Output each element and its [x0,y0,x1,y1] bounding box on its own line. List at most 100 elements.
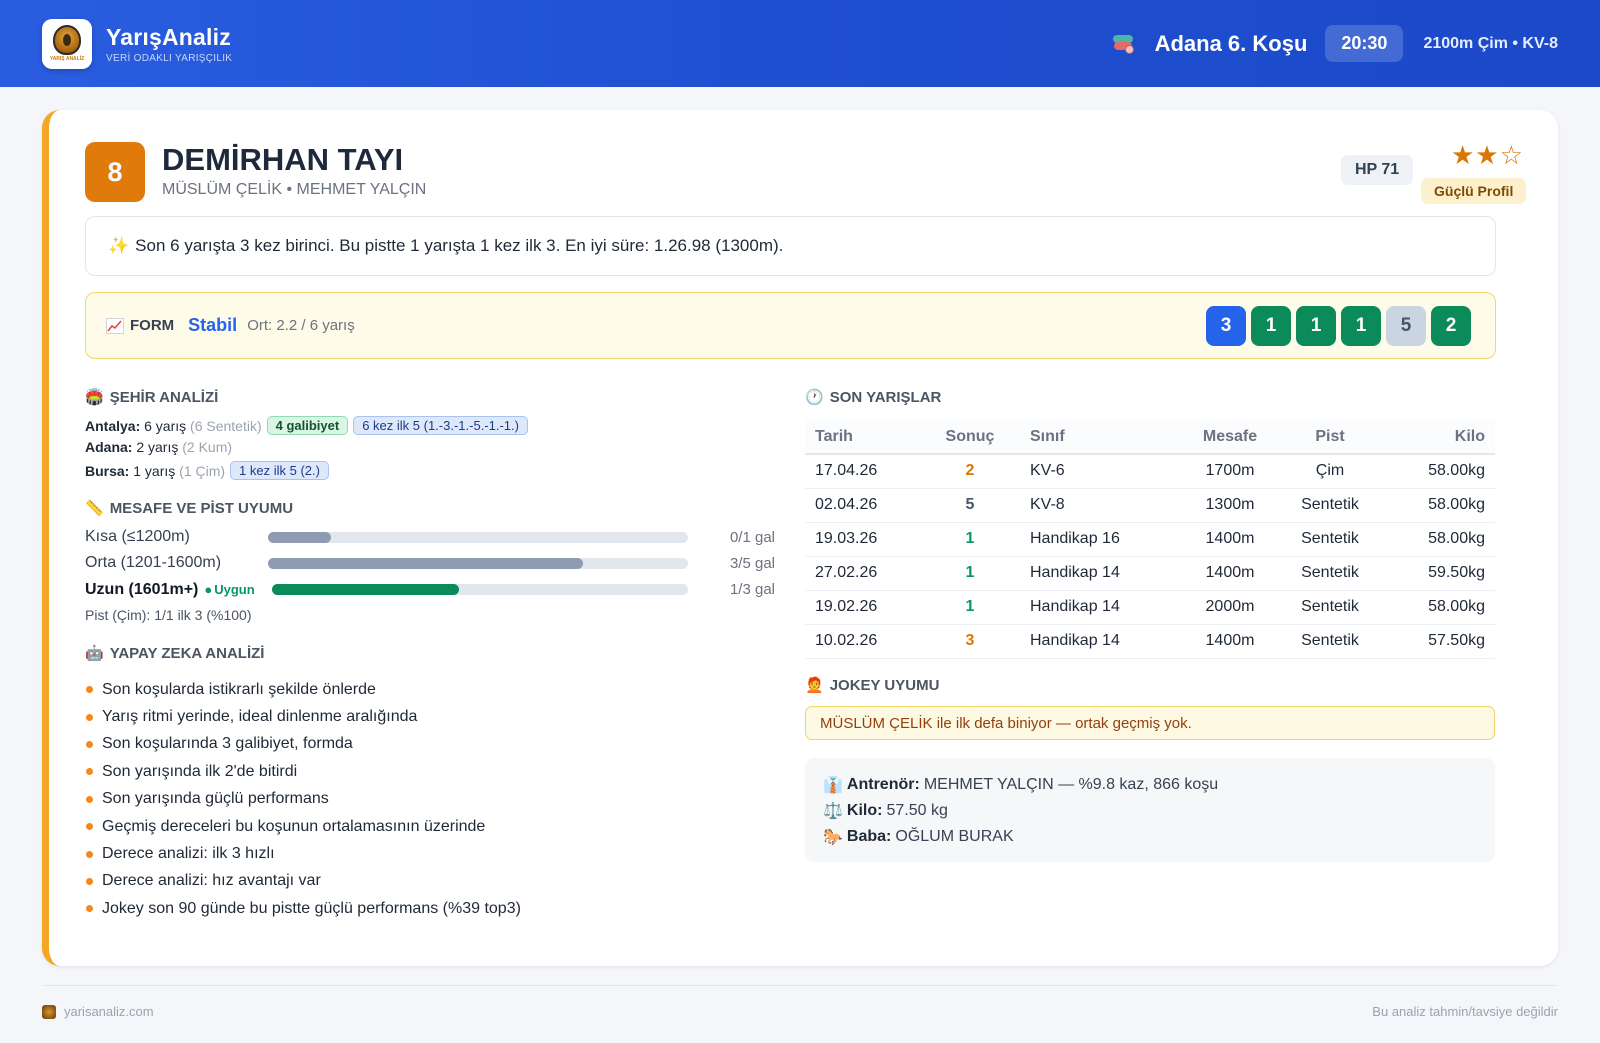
table-row[interactable]: 02.04.26 5 KV-8 1300m Sentetik 58.00kg [805,488,1495,523]
form-status: Stabil [188,315,238,335]
recent-races-table: Tarih Sonuç Sınıf Mesafe Pist Kilo 17.04… [805,420,1495,659]
profile-badge: Güçlü Profil [1421,178,1527,204]
table-cell-result: 1 [930,590,1010,625]
race-title: Adana 6. Koşu [1154,30,1308,56]
column-header[interactable]: Sonuç [930,420,1010,455]
footer-site: yarisanaliz.com [42,1004,154,1019]
table-cell-result: 2 [930,454,1010,489]
distance-bar-long [272,584,688,595]
form-chip: 2 [1431,305,1471,346]
horse-name: DEMİRHAN TAYI [162,142,404,177]
column-header[interactable]: Kilo [1380,420,1495,455]
table-cell-track: Sentetik [1280,590,1380,625]
site-link[interactable]: yarisanaliz.com [64,1004,154,1019]
distance-bar-medium [268,558,688,569]
brand-name[interactable]: YarışAnaliz [106,23,231,50]
form-chip: 1 [1296,305,1336,346]
table-row[interactable]: 27.02.26 1 Handikap 14 1400m Sentetik 59.50kg [805,556,1495,591]
brand: YarışAnaliz VERİ ODAKLI YARIŞÇILIK [106,24,232,64]
table-cell-track: Sentetik [1280,488,1380,523]
tie-icon: 👔 [823,777,843,794]
racing-silks-icon [1112,33,1135,55]
city-row-bursa: Bursa: 1 yarış (1 Çim) 1 kez ilk 5 (2.) [85,461,329,480]
table-cell-weight: 57.50kg [1380,624,1495,659]
form-average: Ort: 2.2 / 6 yarış [247,317,355,334]
race-meta: 2100m Çim • KV-8 [1423,34,1558,52]
summary-text: Son 6 yarışta 3 kez birinci. Bu pistte 1… [135,236,784,255]
races-section-title: 🕐 SON YARIŞLAR [805,388,942,407]
footer-divider [42,985,1558,986]
race-time-badge: 20:30 [1325,25,1404,62]
table-cell-date: 10.02.26 [805,624,930,659]
column-header[interactable]: Tarih [805,420,930,455]
form-label: FORM [130,317,175,334]
table-cell-class: KV-8 [1010,488,1180,523]
column-header[interactable]: Pist [1280,420,1380,455]
ai-insight-item: Son koşularda istikrarlı şekilde önlerde [85,676,521,703]
table-cell-track: Sentetik [1280,522,1380,557]
table-header-row: Tarih Sonuç Sınıf Mesafe Pist Kilo [805,420,1495,455]
table-cell-weight: 58.00kg [1380,488,1495,523]
ai-insight-item: Jokey son 90 günde bu pistte güçlü perfo… [85,895,521,922]
logo-text: YARIŞ ANALİZ [49,56,85,62]
jockey-icon: 🧑‍🦰 [805,677,824,694]
sire-line: 🐎 Baba: OĞLUM BURAK [823,828,1014,846]
table-cell-distance: 1300m [1180,488,1280,523]
horse-card: 8 DEMİRHAN TAYI MÜSLÜM ÇELİK • MEHMET YA… [42,110,1558,966]
ai-insight-item: Yarış ritmi yerinde, ideal dinlenme aral… [85,703,521,730]
table-row[interactable]: 17.04.26 2 KV-6 1700m Çim 58.00kg [805,454,1495,489]
robot-icon: 🤖 [85,645,104,662]
distance-label-medium: Orta (1201-1600m) [85,554,222,571]
chart-up-icon [106,317,124,334]
table-row[interactable]: 10.02.26 3 Handikap 14 1400m Sentetik 57.50kg [805,624,1495,659]
column-header[interactable]: Mesafe [1180,420,1280,455]
top5-tag: 6 kez ilk 5 (1.-3.-1.-5.-1.-1.) [353,416,528,435]
table-cell-date: 19.03.26 [805,522,930,557]
table-cell-distance: 1700m [1180,454,1280,489]
table-cell-class: Handikap 16 [1010,522,1180,557]
table-cell-weight: 58.00kg [1380,590,1495,625]
bar-fill [268,558,583,569]
table-cell-class: Handikap 14 [1010,590,1180,625]
city-row-adana: Adana: 2 yarış (2 Kum) [85,439,233,455]
brand-logo[interactable]: YARIŞ ANALİZ [42,18,92,69]
win-tag: 4 galibiyet [266,416,349,435]
suitable-badge: Uygun [204,582,254,597]
table-cell-class: Handikap 14 [1010,624,1180,659]
distance-value-short: 0/1 gal [729,529,775,546]
jockey-note: MÜSLÜM ÇELİK ile ilk defa biniyor — orta… [805,706,1495,740]
details-box: 👔 Antrenör: MEHMET YALÇIN — %9.8 kaz, 866 … [805,758,1495,862]
ruler-icon: 📏 [85,500,104,517]
ai-insight-item: Son koşularında 3 galibiyet, formda [85,731,521,758]
table-cell-track: Çim [1280,454,1380,489]
table-row[interactable]: 19.02.26 1 Handikap 14 2000m Sentetik 58.00kg [805,590,1495,625]
table-cell-class: Handikap 14 [1010,556,1180,591]
ai-insight-item: Geçmiş dereceleri bu koşunun ortalamasın… [85,813,521,840]
track-note: Pist (Çim): 1/1 ilk 3 (%100) [85,607,252,623]
distance-value-medium: 3/5 gal [729,555,775,572]
brand-tagline: VERİ ODAKLI YARIŞÇILIK [106,52,233,64]
distance-value-long: 1/3 gal [729,581,775,598]
table-cell-track: Sentetik [1280,556,1380,591]
city-row-antalya: Antalya: 6 yarış (6 Sentetik) 4 galibiye… [85,416,528,435]
top5-tag: 1 kez ilk 5 (2.) [230,461,329,480]
rating-stars: ★★☆ [1451,140,1524,170]
column-header[interactable]: Sınıf [1010,420,1180,455]
table-cell-distance: 2000m [1180,590,1280,625]
table-cell-result: 1 [930,522,1010,557]
table-row[interactable]: 19.03.26 1 Handikap 16 1400m Sentetik 58.00kg [805,522,1495,557]
form-chip: 1 [1341,305,1381,346]
table-cell-result: 1 [930,556,1010,591]
table-cell-weight: 59.50kg [1380,556,1495,591]
footer-disclaimer: Bu analiz tahmin/tavsiye değildir [1372,1004,1558,1019]
ai-insight-item: Derece analizi: ilk 3 hızlı [85,840,521,867]
table-cell-distance: 1400m [1180,624,1280,659]
table-cell-date: 19.02.26 [805,590,930,625]
distance-section-title: 📏 MESAFE VE PİST UYUMU [85,499,294,518]
summary-box: ✨ Son 6 yarışta 3 kez birinci. Bu pistte… [85,216,1496,276]
jockey-trainer-line: MÜSLÜM ÇELİK • MEHMET YALÇIN [162,181,427,198]
table-cell-date: 02.04.26 [805,488,930,523]
table-cell-weight: 58.00kg [1380,522,1495,557]
